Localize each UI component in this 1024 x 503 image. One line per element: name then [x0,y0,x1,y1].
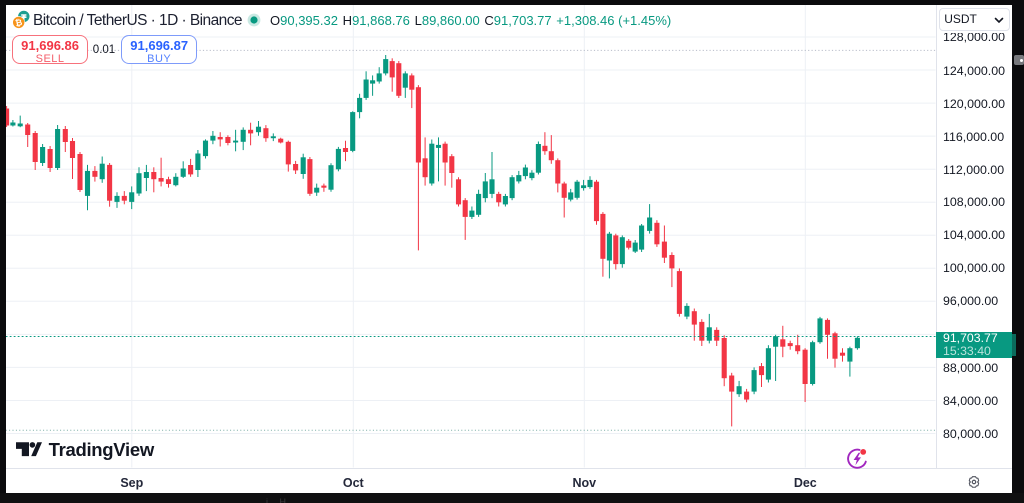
svg-text:₿: ₿ [14,17,23,28]
svg-text:TradingView: TradingView [49,440,155,460]
